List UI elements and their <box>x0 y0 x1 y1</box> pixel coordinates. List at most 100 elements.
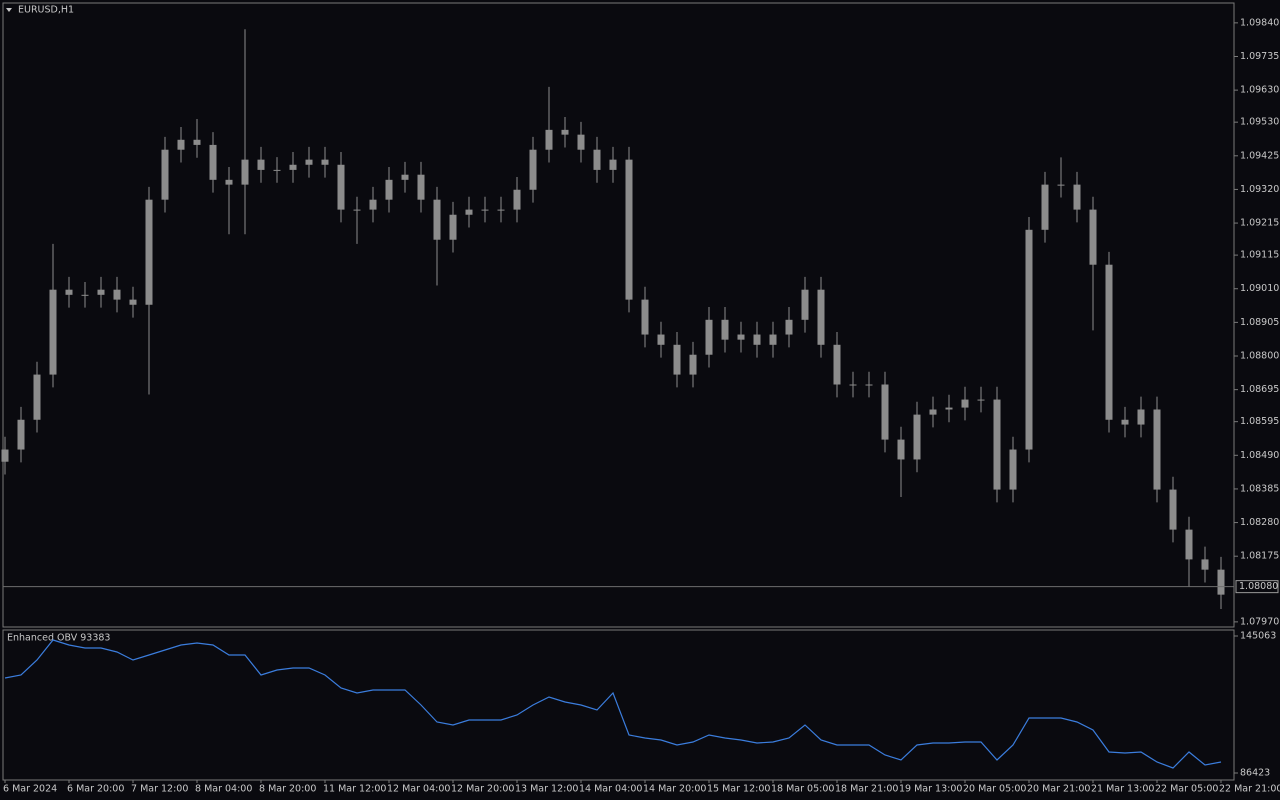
obv-line <box>4 639 1222 769</box>
candle-body <box>497 209 505 211</box>
candle-body <box>385 179 393 200</box>
candle-body <box>769 334 777 345</box>
candle-body <box>929 409 937 415</box>
y-tick-label: 1.08595 <box>1240 416 1279 427</box>
y-tick-label: 1.09735 <box>1240 51 1279 62</box>
candle-body <box>449 214 457 240</box>
candle-body <box>545 129 553 150</box>
x-tick-label: 14 Mar 04:00 <box>579 784 642 795</box>
candle-body <box>225 179 233 185</box>
y-tick-label: 1.09320 <box>1240 184 1279 195</box>
y-tick-label: 145063 <box>1240 630 1276 641</box>
main-pane <box>2 2 1235 628</box>
y-tick-label: 1.08905 <box>1240 317 1279 328</box>
candle-body <box>417 174 425 200</box>
candle-body <box>657 334 665 345</box>
y-tick-label: 1.08385 <box>1240 483 1279 494</box>
candle-body <box>785 319 793 335</box>
candle-body <box>625 159 633 300</box>
candle-body <box>961 399 969 408</box>
candle-body <box>49 289 57 375</box>
y-tick-label: 1.09010 <box>1240 283 1279 294</box>
candle-body <box>305 159 313 165</box>
candle-body <box>433 199 441 240</box>
x-tick-label: 18 Mar 05:00 <box>771 784 834 795</box>
candle-body <box>289 164 297 170</box>
candle-body <box>993 399 1001 490</box>
candle-body <box>241 159 249 185</box>
candle-body <box>337 164 345 210</box>
candle-body <box>369 199 377 210</box>
x-tick-label: 15 Mar 12:00 <box>707 784 770 795</box>
x-tick-label: 12 Mar 04:00 <box>387 784 450 795</box>
candle-body <box>321 159 329 165</box>
candle-body <box>817 289 825 345</box>
x-tick-label: 14 Mar 20:00 <box>643 784 706 795</box>
candle-body <box>161 149 169 200</box>
x-tick-label: 12 Mar 20:00 <box>451 784 514 795</box>
y-tick-label: 1.09115 <box>1240 250 1279 261</box>
candle-body <box>65 289 73 295</box>
y-tick-label: 1.08280 <box>1240 517 1279 528</box>
candle-body <box>689 354 697 375</box>
x-tick-label: 13 Mar 12:00 <box>515 784 578 795</box>
candle-body <box>1041 184 1049 230</box>
candle-body <box>33 374 41 420</box>
x-tick-label: 19 Mar 13:00 <box>899 784 962 795</box>
x-tick-label: 11 Mar 12:00 <box>323 784 386 795</box>
candle-body <box>529 149 537 190</box>
candle-body <box>1 449 9 462</box>
y-tick-label: 1.08175 <box>1240 551 1279 562</box>
candle-body <box>145 199 153 305</box>
candle-body <box>1169 489 1177 530</box>
x-tick-label: 21 Mar 13:00 <box>1091 784 1154 795</box>
y-tick-label: 1.08490 <box>1240 450 1279 461</box>
candle-body <box>513 189 521 210</box>
candle-body <box>705 319 713 355</box>
candle-body <box>97 289 105 295</box>
y-tick-label: 1.08695 <box>1240 384 1279 395</box>
candle-body <box>401 174 409 180</box>
candle-body <box>721 319 729 340</box>
candle-body <box>737 334 745 340</box>
candle-body <box>881 384 889 440</box>
symbol-title: EURUSD,H1 <box>18 5 74 16</box>
candle-body <box>913 414 921 460</box>
y-tick-label: 1.09530 <box>1240 117 1279 128</box>
candle-body <box>897 439 905 460</box>
candle-body <box>1073 184 1081 210</box>
x-tick-label: 20 Mar 21:00 <box>1027 784 1090 795</box>
candle-body <box>1153 409 1161 490</box>
candle-body <box>465 209 473 215</box>
candle-body <box>81 294 89 296</box>
last-price-label: 1.08080 <box>1239 581 1278 592</box>
x-tick-label: 18 Mar 21:00 <box>835 784 898 795</box>
candle-body <box>945 407 953 410</box>
y-tick-label: 1.09215 <box>1240 218 1279 229</box>
candle-body <box>1121 419 1129 425</box>
y-tick-label: 1.08800 <box>1240 351 1279 362</box>
candle-body <box>673 344 681 375</box>
candle-body <box>977 399 985 401</box>
x-tick-label: 20 Mar 05:00 <box>963 784 1026 795</box>
candle-body <box>1185 529 1193 560</box>
candle-body <box>129 299 137 305</box>
candle-body <box>273 169 281 171</box>
candle-body <box>641 299 649 335</box>
candle-body <box>1009 449 1017 490</box>
candle-body <box>257 159 265 170</box>
candle-body <box>17 419 25 450</box>
indicator-title: Enhanced OBV 93383 <box>7 633 110 644</box>
x-tick-label: 22 Mar 05:00 <box>1155 784 1218 795</box>
candle-body <box>865 384 873 386</box>
candle-body <box>1201 559 1209 570</box>
menu-arrow[interactable] <box>6 8 12 12</box>
candle-body <box>481 209 489 211</box>
candle-body <box>1089 209 1097 265</box>
candle-body <box>593 149 601 170</box>
candle-body <box>1217 569 1225 595</box>
candle-body <box>561 129 569 135</box>
candle-body <box>1057 184 1065 186</box>
candle-body <box>193 139 201 145</box>
